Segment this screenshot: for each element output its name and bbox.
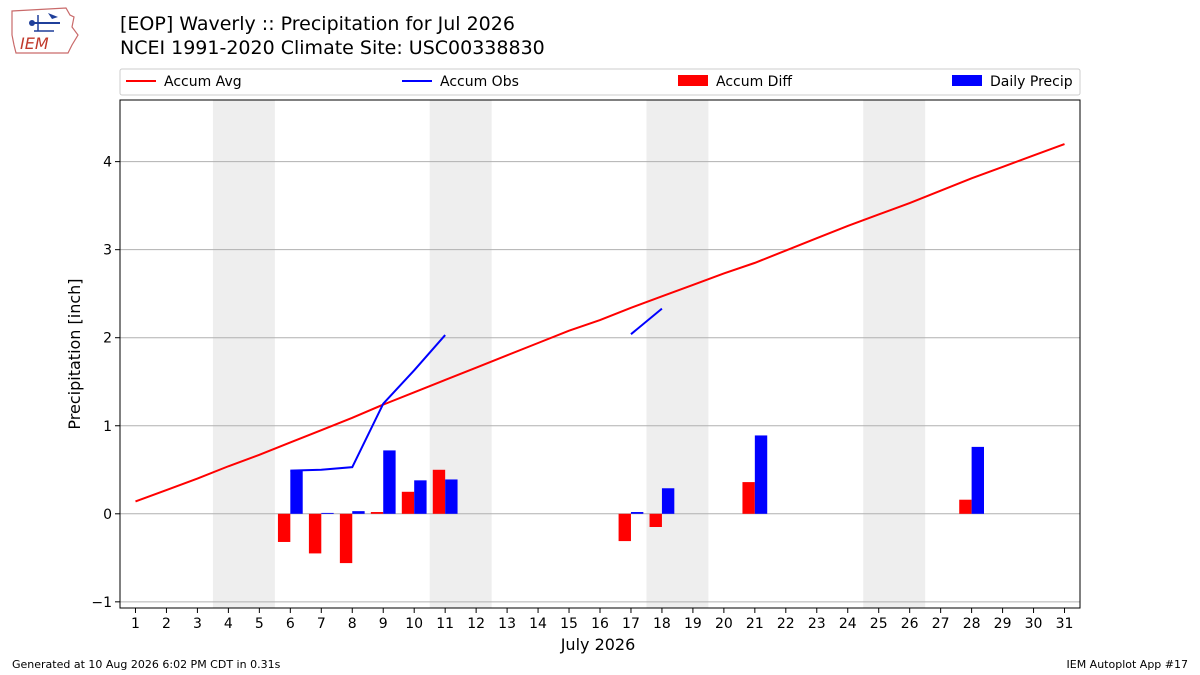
chart-subtitle: NCEI 1991-2020 Climate Site: USC00338830 xyxy=(120,37,545,59)
y-tick-label: 0 xyxy=(103,507,112,523)
bar-accum-diff xyxy=(959,499,972,514)
bar-daily-precip xyxy=(290,470,303,514)
x-tick-label: 30 xyxy=(1025,616,1043,632)
x-tick-label: 5 xyxy=(255,616,264,632)
legend-label-accum-obs: Accum Obs xyxy=(440,74,519,90)
x-tick-label: 24 xyxy=(839,616,857,632)
bar-accum-diff xyxy=(370,512,384,514)
bar-daily-precip xyxy=(321,512,334,514)
bar-accum-diff xyxy=(401,491,415,514)
bar-daily-precip xyxy=(754,435,768,514)
y-tick-label: 1 xyxy=(103,419,112,435)
x-tick-label: 23 xyxy=(808,616,826,632)
legend-frame xyxy=(119,68,1081,96)
x-tick-label: 25 xyxy=(870,616,888,632)
series-lines xyxy=(135,143,1065,503)
weekend-band xyxy=(212,100,275,608)
chart-title: [EOP] Waverly :: Precipitation for Jul 2… xyxy=(120,13,515,35)
bar-accum-diff xyxy=(277,513,291,542)
x-tick-label: 10 xyxy=(405,616,423,632)
x-tick-label: 29 xyxy=(994,616,1012,632)
bar-daily-precip xyxy=(445,479,458,514)
x-tick-label: 21 xyxy=(746,616,764,632)
bar-accum-diff xyxy=(432,469,446,514)
legend-label-accum-avg: Accum Avg xyxy=(164,74,242,90)
x-tick-label: 2 xyxy=(162,616,171,632)
x-tick-label: 17 xyxy=(622,616,640,632)
footer-generated: Generated at 10 Aug 2026 6:02 PM CDT in … xyxy=(12,658,281,671)
x-tick-label: 26 xyxy=(901,616,919,632)
bars xyxy=(277,435,984,564)
legend-label-daily-precip: Daily Precip xyxy=(990,74,1073,90)
weekend-band xyxy=(646,100,709,608)
bar-accum-diff xyxy=(742,482,755,514)
bar-daily-precip xyxy=(352,511,365,514)
bar-daily-precip xyxy=(971,446,984,514)
y-tick-label: 4 xyxy=(103,155,112,171)
bar-accum-diff xyxy=(339,513,353,564)
line-accum-obs xyxy=(290,334,446,472)
line-accum-obs xyxy=(630,307,663,335)
bar-accum-diff xyxy=(618,513,631,542)
x-tick-label: 6 xyxy=(286,616,295,632)
legend: Accum Avg Accum Obs Accum Diff Daily Pre… xyxy=(119,68,1081,96)
y-tick-label: −1 xyxy=(91,595,112,611)
x-tick-label: 31 xyxy=(1056,616,1074,632)
x-tick-label: 20 xyxy=(715,616,733,632)
x-tick-label: 12 xyxy=(467,616,485,632)
x-tick-label: 7 xyxy=(317,616,326,632)
y-tick-label: 3 xyxy=(103,243,112,259)
bar-daily-precip xyxy=(661,488,675,514)
x-tick-label: 11 xyxy=(436,616,454,632)
x-tick-label: 8 xyxy=(348,616,357,632)
x-tick-label: 4 xyxy=(224,616,233,632)
bar-accum-diff xyxy=(649,513,662,528)
x-tick-label: 1 xyxy=(131,616,140,632)
y-tick-label: 2 xyxy=(103,331,112,347)
x-tick-label: 19 xyxy=(684,616,702,632)
weekend-band xyxy=(863,100,926,608)
bar-daily-precip xyxy=(383,450,396,514)
x-axis-label: July 2026 xyxy=(560,635,636,654)
x-tick-label: 16 xyxy=(591,616,609,632)
legend-label-accum-diff: Accum Diff xyxy=(716,74,792,90)
x-tick-label: 18 xyxy=(653,616,671,632)
legend-swatch-accum-diff xyxy=(678,75,708,86)
x-tick-label: 9 xyxy=(379,616,388,632)
bar-daily-precip xyxy=(630,512,644,514)
legend-swatch-daily-precip xyxy=(952,75,982,86)
y-axis-label: Precipitation [inch] xyxy=(65,278,84,429)
line-accum-avg xyxy=(135,143,1065,503)
x-tick-label: 28 xyxy=(963,616,981,632)
x-tick-label: 14 xyxy=(529,616,547,632)
bar-accum-diff xyxy=(308,513,322,554)
footer-app-name: IEM Autoplot App #17 xyxy=(1066,658,1189,671)
x-tick-label: 27 xyxy=(932,616,950,632)
x-tick-label: 15 xyxy=(560,616,578,632)
logo-text: IEM xyxy=(20,34,49,53)
iem-logo: IEM xyxy=(11,7,79,54)
x-tick-label: 22 xyxy=(777,616,795,632)
x-tick-label: 13 xyxy=(498,616,516,632)
bar-daily-precip xyxy=(414,480,427,514)
x-tick-label: 3 xyxy=(193,616,202,632)
weekend-band xyxy=(429,100,492,608)
